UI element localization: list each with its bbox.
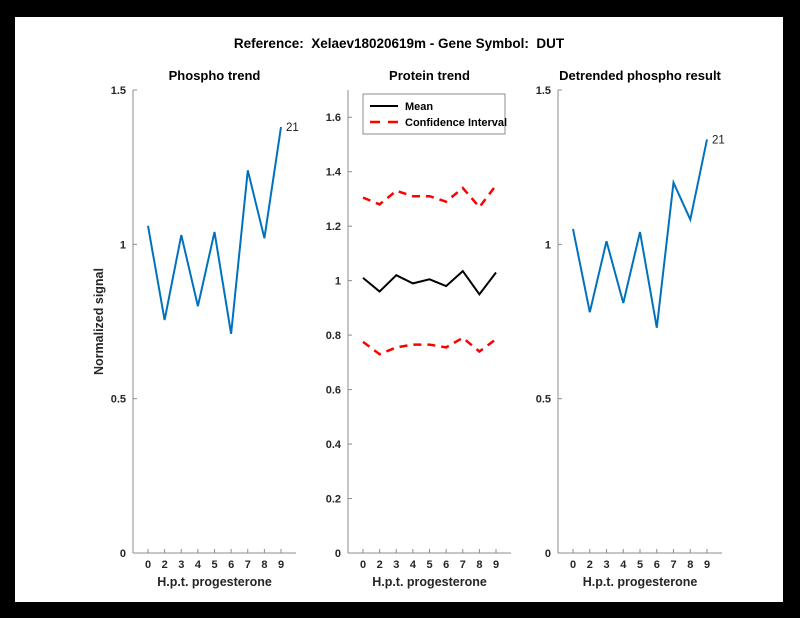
y-tick-label: 1.4 xyxy=(326,167,342,179)
x-tick-label: 2 xyxy=(587,559,593,571)
y-tick-label: 0 xyxy=(335,548,341,560)
x-tick-label: 6 xyxy=(228,559,234,571)
x-tick-label: 0 xyxy=(570,559,576,571)
x-tick-label: 4 xyxy=(620,559,627,571)
y-tick-label: 0.6 xyxy=(326,385,341,397)
series-line xyxy=(362,336,497,356)
y-tick-label: 1 xyxy=(335,276,341,288)
y-tick-label: 0.5 xyxy=(536,394,551,406)
x-tick-label: 9 xyxy=(278,559,284,571)
legend-box xyxy=(362,93,506,135)
y-tick-label: 1.5 xyxy=(111,85,126,97)
series-line xyxy=(362,184,497,210)
x-tick-label: 4 xyxy=(410,559,417,571)
x-tick-label: 6 xyxy=(443,559,449,571)
x-tick-label: 8 xyxy=(687,559,693,571)
x-tick-label: 2 xyxy=(162,559,168,571)
y-tick-label: 0.4 xyxy=(326,439,342,451)
y-tick-label: 0 xyxy=(120,548,126,560)
x-tick-label: 3 xyxy=(178,559,184,571)
x-tick-label: 2 xyxy=(377,559,383,571)
subplot-title: Detrended phospho result xyxy=(559,68,721,83)
x-tick-label: 6 xyxy=(654,559,660,571)
y-tick-label: 1 xyxy=(120,239,126,251)
series-line xyxy=(147,126,282,334)
protein-trend-chart: 00.20.40.60.811.21.41.60 2 3 4 5 6 7 8 9Protein … xyxy=(326,68,511,589)
x-tick-label: 5 xyxy=(426,559,432,571)
y-tick-label: 1.2 xyxy=(326,221,341,233)
x-tick-label: 8 xyxy=(476,559,482,571)
endpoint-annotation: 21 xyxy=(286,122,299,134)
x-tick-label: 9 xyxy=(493,559,499,571)
x-tick-label: 0 xyxy=(360,559,366,571)
x-axis-label: H.p.t. progesterone xyxy=(372,575,487,589)
series-line xyxy=(572,139,708,328)
x-axis-label: H.p.t. progesterone xyxy=(157,575,272,589)
x-tick-label: 9 xyxy=(704,559,710,571)
x-axis-label: H.p.t. progesterone xyxy=(583,575,698,589)
figure-title: Reference: Xelaev18020619m - Gene Symbol… xyxy=(233,36,565,51)
x-tick-label: 8 xyxy=(261,559,267,571)
y-tick-label: 1.6 xyxy=(326,112,341,124)
y-tick-label: 1 xyxy=(545,239,551,251)
y-tick-label: 1.5 xyxy=(536,85,551,97)
y-tick-label: 0.5 xyxy=(111,394,126,406)
y-axis-label: Normalized signal xyxy=(92,268,106,375)
subplot-title: Phospho trend xyxy=(169,68,261,83)
x-tick-label: 3 xyxy=(603,559,609,571)
subplot-title: Protein trend xyxy=(389,68,470,83)
series-line xyxy=(362,269,497,296)
x-tick-label: 7 xyxy=(670,559,676,571)
y-tick-label: 0 xyxy=(545,548,551,560)
x-tick-label: 3 xyxy=(393,559,399,571)
x-tick-label: 7 xyxy=(460,559,466,571)
y-tick-label: 0.2 xyxy=(326,494,341,506)
x-tick-label: 7 xyxy=(245,559,251,571)
x-tick-label: 5 xyxy=(211,559,217,571)
figure-canvas: Reference: Xelaev18020619m - Gene Symbol… xyxy=(15,17,783,602)
endpoint-annotation: 21 xyxy=(712,134,725,146)
x-tick-label: 4 xyxy=(195,559,202,571)
y-tick-label: 0.8 xyxy=(326,330,341,342)
x-tick-label: 5 xyxy=(637,559,643,571)
legend-entry-label: Confidence Interval xyxy=(405,117,507,129)
legend-entry-label: Mean xyxy=(405,101,433,113)
x-tick-label: 0 xyxy=(145,559,151,571)
